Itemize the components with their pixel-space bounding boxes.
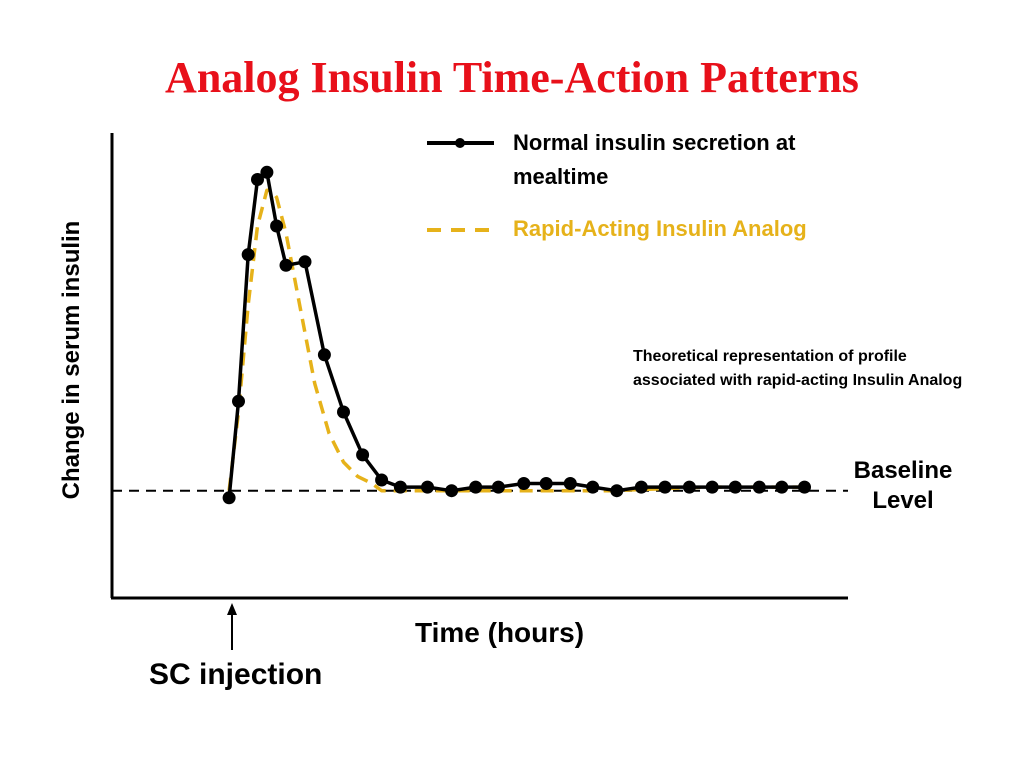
data-point-normal-3 [251,173,264,186]
data-point-normal-19 [563,477,577,490]
data-point-normal-22 [634,480,648,494]
data-point-normal-27 [752,480,766,494]
data-point-normal-18 [539,477,553,490]
data-point-normal-17 [517,477,531,490]
data-point-normal-16 [491,480,505,494]
data-point-normal-29 [798,480,811,494]
data-point-normal-15 [469,480,483,494]
x-axis-label: Time (hours) [415,617,585,648]
data-point-normal-4 [260,165,274,179]
data-point-normal-2 [241,248,255,262]
data-point-normal-8 [317,348,331,362]
annotation-note: Theoretical representation of profile as… [633,348,963,389]
baseline-label: Baseline Level [853,457,953,514]
data-point-normal-28 [775,480,789,494]
y-axis-label: Change in serum insulin [58,220,85,500]
data-point-normal-0 [222,491,236,505]
data-point-normal-23 [658,480,672,494]
injection-arrow [227,603,237,650]
data-point-normal-13 [421,480,434,494]
data-point-normal-20 [586,480,600,494]
data-point-normal-25 [705,480,719,494]
legend-swatches [427,138,494,232]
data-point-normal-12 [393,480,407,494]
data-point-normal-5 [270,219,284,233]
data-point-normal-11 [375,473,389,487]
data-point-normal-14 [445,484,459,498]
data-point-normal-21 [610,484,624,498]
legend-analog-label: Rapid-Acting Insulin Analog [513,216,807,241]
series-line-rapid-acting-analog [227,188,805,493]
data-point-normal-10 [356,448,370,462]
data-point-normal-24 [682,480,696,494]
series-layer [222,165,811,505]
data-point-normal-1 [232,394,245,408]
injection-label: SC injection [149,658,323,691]
axes [110,133,848,600]
data-point-normal-6 [279,258,293,272]
chart-title: Analog Insulin Time-Action Patterns [165,53,859,102]
data-point-normal-9 [337,405,350,419]
data-point-normal-26 [728,480,742,494]
legend-normal-label: Normal insulin secretion at mealtime [513,130,796,189]
legend-normal-swatch [427,138,494,148]
data-point-normal-7 [298,255,312,269]
